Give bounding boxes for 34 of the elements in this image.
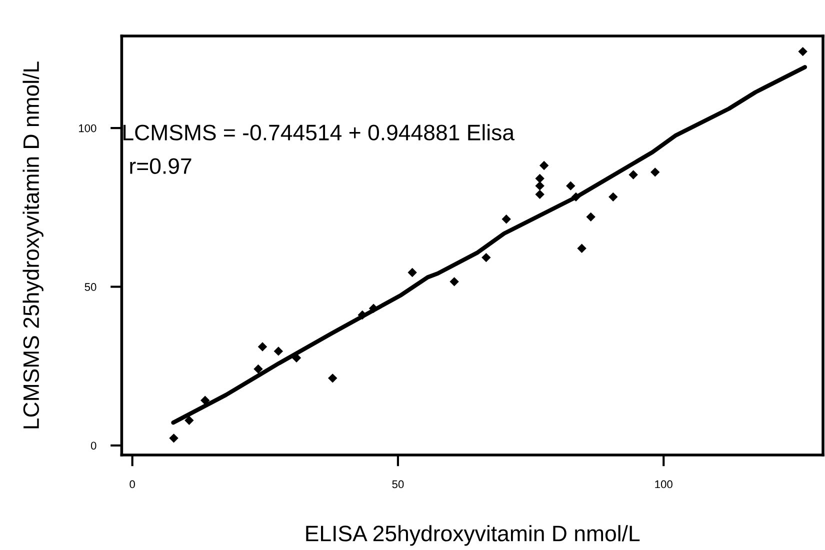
point [586, 212, 596, 222]
point [535, 181, 544, 190]
y-axis-title: LCMSMS 25hydroxyvitamin D nmol/L [22, 62, 44, 428]
y-tick-label: 100 [79, 124, 96, 132]
annotation: r=0.97 [130, 158, 192, 174]
point [450, 277, 459, 286]
x-axis-title: ELISA 25hydroxyvitamin D nmol/L [306, 525, 640, 546]
point [274, 346, 284, 356]
y-tick-label: 50 [84, 283, 96, 291]
point [535, 174, 544, 184]
point [502, 214, 511, 224]
point [577, 244, 586, 253]
point [798, 46, 808, 56]
point [566, 181, 576, 190]
point [169, 434, 178, 443]
x-tick-label: 100 [655, 480, 672, 488]
y-tick-label: 0 [90, 442, 96, 450]
point [482, 252, 491, 262]
x-tick-label: 50 [392, 480, 404, 488]
point [608, 192, 618, 202]
point [200, 396, 210, 406]
point [539, 160, 549, 170]
point [628, 170, 638, 180]
point [571, 192, 581, 202]
point [254, 364, 263, 374]
point [535, 190, 544, 199]
point [650, 168, 660, 177]
point [408, 268, 417, 278]
point [258, 342, 268, 352]
x-tick-label: 0 [130, 480, 135, 488]
annotation: LCMSMS = -0.744514 + 0.944881 Elisa [124, 124, 515, 140]
point [328, 374, 338, 383]
point [292, 353, 302, 362]
point [184, 416, 194, 426]
